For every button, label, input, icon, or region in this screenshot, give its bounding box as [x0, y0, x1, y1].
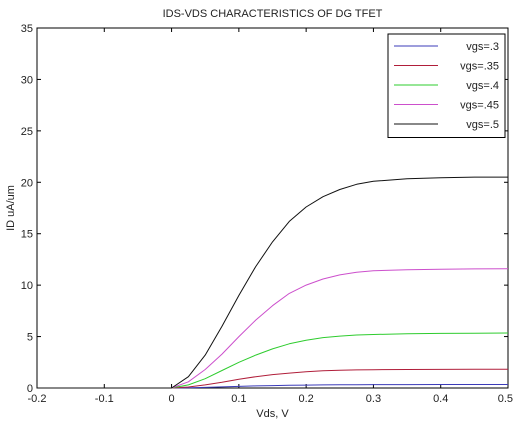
axis-ticks: -0.2 -0.1 0 0.1 0.2 0.3 0.4 0.5 0 5 10 15 20 25 30 35: [21, 23, 513, 405]
series-line-3: [37, 332, 509, 389]
series-line-5: [37, 176, 508, 389]
x-tick-label: 0.3: [366, 393, 381, 405]
series-line-4: [37, 268, 509, 389]
series-line-2: [37, 368, 508, 389]
x-tick-label: -0.1: [95, 393, 114, 405]
legend-label-3: vgs=.4: [466, 80, 499, 92]
legend-label-5: vgs=.5: [466, 119, 499, 131]
y-tick-label: 20: [21, 177, 33, 189]
y-tick-label: 10: [21, 280, 33, 292]
x-tick-label: 0.5: [498, 393, 513, 405]
y-tick-label: 25: [21, 126, 33, 138]
legend-label-2: vgs=.35: [460, 61, 499, 73]
y-axis-label: ID uA/um: [5, 185, 17, 231]
y-tick-label: 5: [27, 332, 33, 344]
x-tick-label: -0.2: [28, 393, 47, 405]
x-axis-label: Vds, V: [256, 408, 289, 420]
y-tick-label: 35: [21, 23, 33, 35]
x-tick-label: 0.2: [298, 393, 313, 405]
legend-box: [387, 33, 506, 138]
series-line-1: [37, 384, 508, 389]
x-tick-label: 0.1: [231, 393, 246, 405]
y-tick-label: 15: [21, 229, 33, 241]
chart-title: IDS-VDS CHARACTERISTICS OF DG TFET: [163, 8, 383, 20]
x-tick-label: 0.4: [433, 393, 448, 405]
x-tick-label: 0: [169, 393, 175, 405]
legend-label-4: vgs=.45: [460, 100, 499, 112]
legend-label-1: vgs=.3: [466, 41, 499, 53]
y-tick-label: 30: [21, 74, 33, 86]
y-tick-label: 0: [27, 383, 33, 395]
legend: vgs=.3 vgs=.35 vgs=.4 vgs=.45 vgs=.5: [387, 33, 506, 138]
series-lines: [37, 176, 509, 389]
